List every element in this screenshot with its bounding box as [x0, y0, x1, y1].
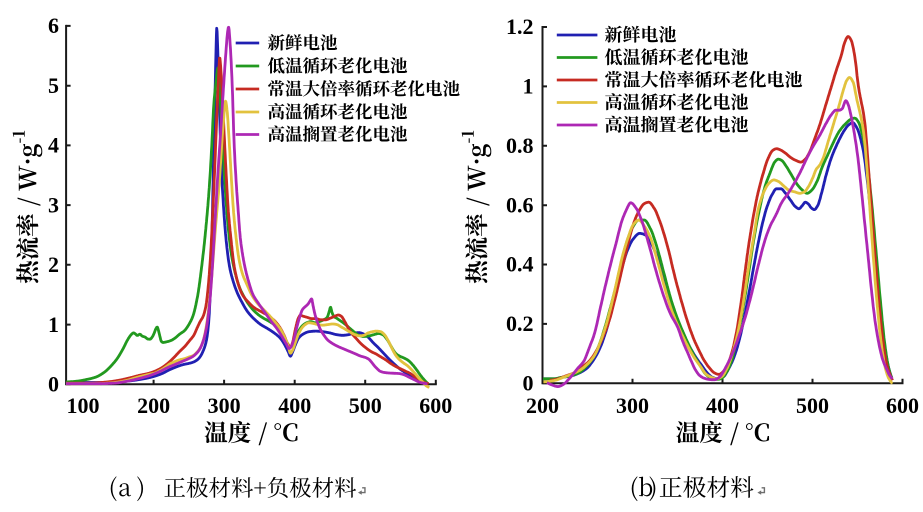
- svg-text:0.8: 0.8: [506, 133, 534, 158]
- svg-text:6: 6: [48, 13, 59, 38]
- svg-text:600: 600: [419, 393, 452, 418]
- svg-text:300: 300: [208, 393, 241, 418]
- svg-text:1: 1: [523, 74, 534, 99]
- svg-text:5: 5: [48, 73, 59, 98]
- svg-text:0.6: 0.6: [506, 192, 534, 217]
- svg-text:1.2: 1.2: [506, 14, 534, 39]
- svg-text:600: 600: [886, 393, 919, 418]
- svg-text:500: 500: [796, 393, 829, 418]
- svg-text:0.4: 0.4: [506, 252, 534, 277]
- svg-text:4: 4: [48, 133, 59, 158]
- svg-text:0.2: 0.2: [506, 311, 534, 336]
- svg-text:2: 2: [48, 252, 59, 277]
- svg-text:200: 200: [526, 393, 559, 418]
- svg-text:100: 100: [67, 393, 100, 418]
- svg-text:500: 500: [349, 393, 382, 418]
- svg-text:300: 300: [616, 393, 649, 418]
- svg-text:3: 3: [48, 192, 59, 217]
- svg-text:0: 0: [48, 372, 59, 397]
- svg-text:400: 400: [278, 393, 311, 418]
- svg-text:1: 1: [48, 312, 59, 337]
- svg-text:400: 400: [706, 393, 739, 418]
- svg-text:0: 0: [523, 371, 534, 396]
- svg-text:200: 200: [137, 393, 170, 418]
